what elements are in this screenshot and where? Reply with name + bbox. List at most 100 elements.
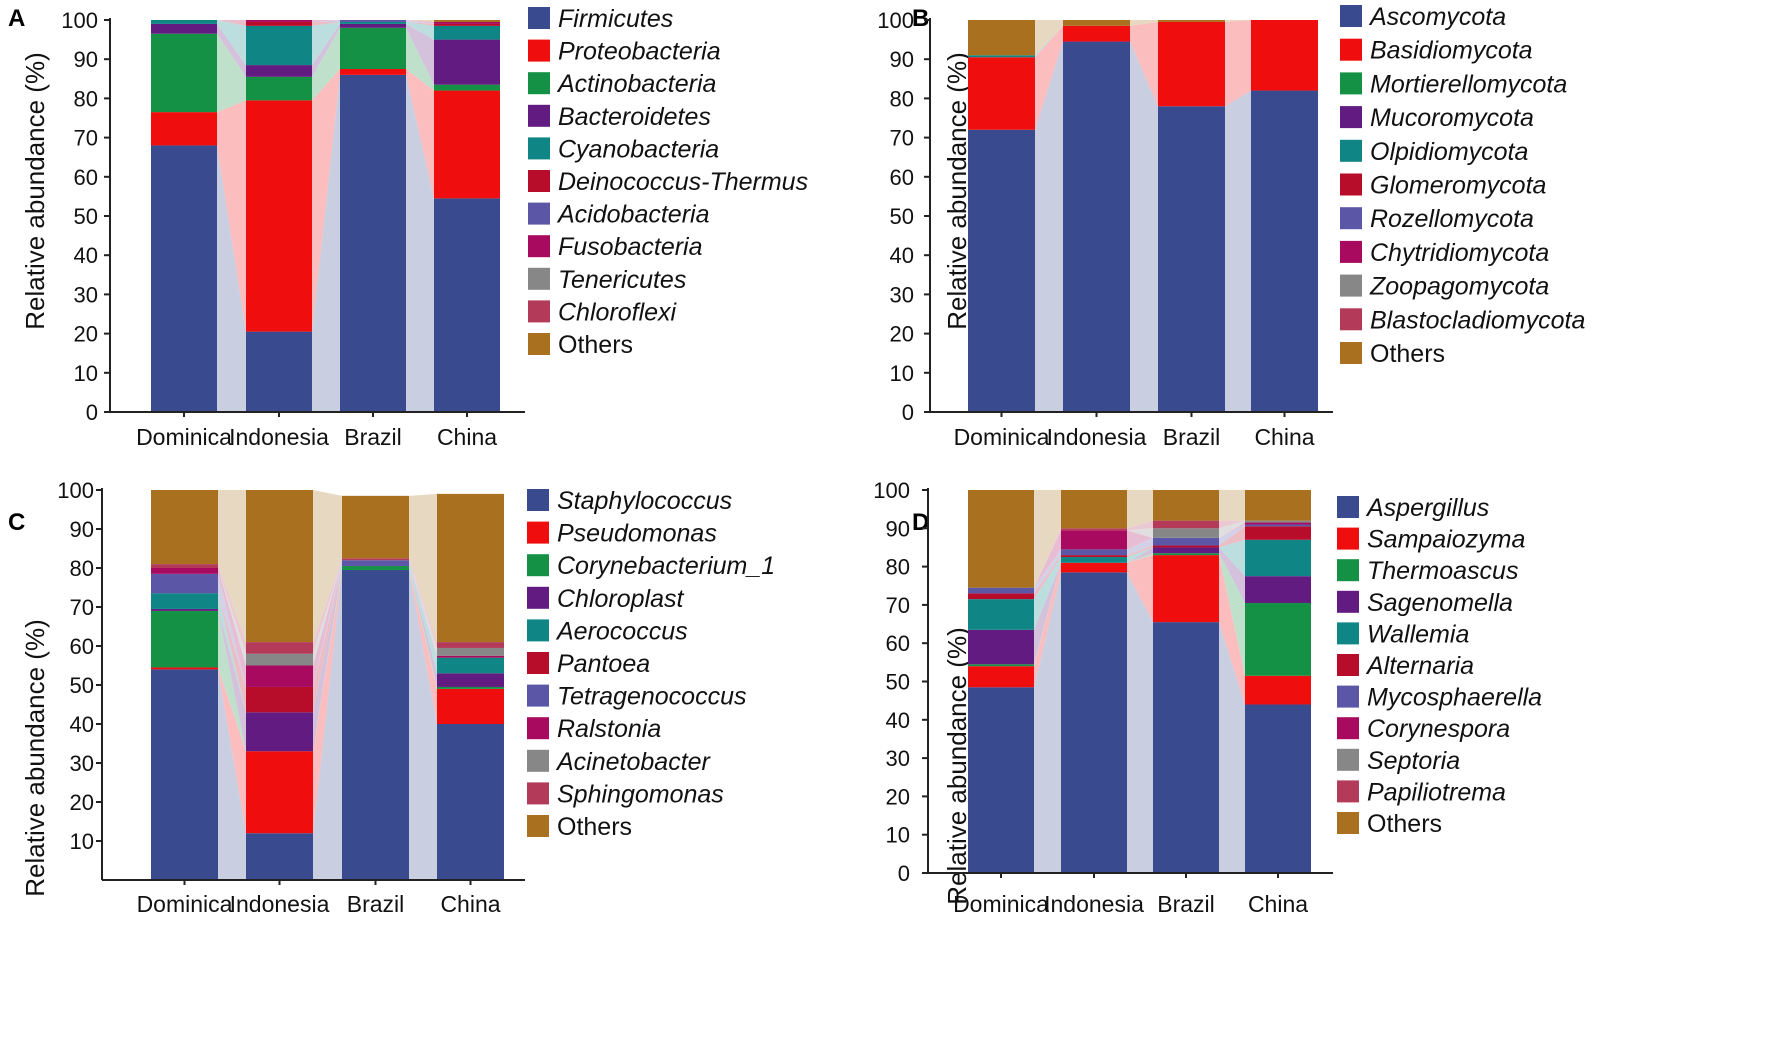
- bar-segment: [437, 647, 504, 656]
- connector-band: [1219, 547, 1245, 603]
- x-tick-label: Dominica: [137, 891, 233, 917]
- connector-band: [1127, 545, 1153, 558]
- legend-label: Basidiomycota: [1370, 37, 1533, 65]
- connector-band: [313, 569, 342, 834]
- connector-band: [409, 569, 437, 880]
- panel-b: B Relative abundance (%) 0 10 20 30 40 50 60 70…: [877, 3, 1585, 450]
- y-tick-label: 60: [70, 634, 94, 659]
- connector-band: [1219, 622, 1245, 873]
- connector-band: [313, 490, 342, 643]
- bar-segment: [434, 20, 500, 22]
- connector-band: [1127, 537, 1153, 556]
- y-tick-label: 0: [902, 400, 914, 425]
- bar-segment: [1153, 622, 1219, 873]
- legend-swatch: [527, 586, 549, 609]
- bar-segment: [1061, 530, 1127, 550]
- connector-band: [1127, 490, 1153, 529]
- bar-segment: [1153, 555, 1219, 623]
- bar-segment: [1153, 553, 1219, 556]
- legend-label: Chloroflexi: [558, 298, 678, 326]
- bar-segment: [1245, 526, 1311, 540]
- bar-segment: [968, 490, 1034, 588]
- connector-band: [406, 23, 434, 85]
- connector-band: [217, 20, 246, 22]
- connector-band: [406, 21, 434, 40]
- bar-segment: [342, 569, 409, 880]
- y-tick-label: 10: [890, 361, 914, 386]
- bar-segment: [434, 23, 500, 26]
- bar-segment: [968, 664, 1034, 667]
- bar-segment: [1245, 576, 1311, 603]
- bar-segment: [1063, 41, 1130, 413]
- x-tick-label: Brazil: [1157, 891, 1215, 917]
- x-tick-label: China: [1254, 424, 1314, 450]
- legend-label: Staphylococcus: [557, 487, 732, 515]
- legend-label: Glomeromycota: [1370, 172, 1547, 200]
- legend-swatch: [1337, 717, 1359, 740]
- connector-band: [406, 20, 434, 24]
- connector-band: [217, 20, 246, 66]
- bar-segment: [246, 653, 313, 666]
- connector-band: [312, 23, 340, 77]
- bar-segment: [342, 495, 409, 559]
- y-tick-label: 40: [70, 712, 94, 737]
- legend-swatch: [528, 300, 550, 323]
- y-tick-label: 20: [74, 322, 98, 347]
- connector-band: [218, 564, 246, 654]
- bar-segment: [1061, 562, 1127, 573]
- legend-swatch: [1337, 812, 1359, 834]
- panel-letter: C: [8, 509, 25, 536]
- connector-band: [1127, 553, 1153, 563]
- connector-band: [313, 560, 342, 666]
- legend-label: Thermoascus: [1367, 557, 1518, 585]
- legend-label: Ascomycota: [1368, 3, 1506, 31]
- y-tick-label: 80: [886, 555, 910, 580]
- bar-segment: [1251, 20, 1318, 91]
- bar-segment: [151, 608, 218, 611]
- connector-band: [218, 490, 246, 643]
- connector-band: [217, 145, 246, 412]
- connector-band: [312, 27, 340, 101]
- legend-label: Papiliotrema: [1367, 778, 1506, 806]
- panel-c: C Relative abundance (%) 10 20 30 40 50 60 70 8…: [8, 478, 775, 917]
- legend-label: Corynespora: [1367, 715, 1510, 743]
- legend-swatch: [528, 333, 550, 355]
- bar-segment: [151, 23, 217, 34]
- connector-band: [218, 568, 246, 666]
- y-tick-label: 10: [70, 829, 94, 854]
- legend-label: Proteobacteria: [558, 38, 721, 66]
- bar-segment: [1245, 524, 1311, 527]
- legend-label: Others: [1367, 810, 1442, 838]
- connector-band: [1034, 572, 1061, 873]
- bar-segment: [1153, 547, 1219, 554]
- bar-segment: [1158, 106, 1225, 413]
- bar-segment: [342, 560, 409, 567]
- legend-label: Tetragenococcus: [557, 683, 746, 711]
- bar-segment: [340, 21, 406, 24]
- connector-band: [409, 566, 437, 674]
- bar-segment: [437, 686, 504, 689]
- connector-band: [406, 20, 434, 24]
- bar-segment: [151, 573, 218, 594]
- legend-swatch: [527, 521, 549, 544]
- bar-segment: [151, 593, 218, 609]
- legend-swatch: [1340, 38, 1362, 61]
- y-tick-label: 50: [890, 204, 914, 229]
- connector-band: [218, 573, 246, 687]
- connector-band: [1127, 530, 1153, 550]
- x-tick-label: Dominica: [136, 424, 232, 450]
- panel-letter: A: [8, 5, 25, 32]
- legend-label: Corynebacterium_1: [557, 552, 775, 580]
- bar-segment: [246, 490, 313, 643]
- connector-band: [1034, 562, 1061, 665]
- bar-segment: [968, 687, 1034, 873]
- bar-segment: [968, 55, 1035, 58]
- connector-band: [313, 560, 342, 687]
- legend-swatch: [527, 749, 549, 772]
- connector-band: [1034, 490, 1061, 588]
- x-tick-label: China: [440, 891, 500, 917]
- legend-label: Aspergillus: [1365, 494, 1489, 522]
- bar-segment: [434, 90, 500, 199]
- bar-segment: [340, 27, 406, 69]
